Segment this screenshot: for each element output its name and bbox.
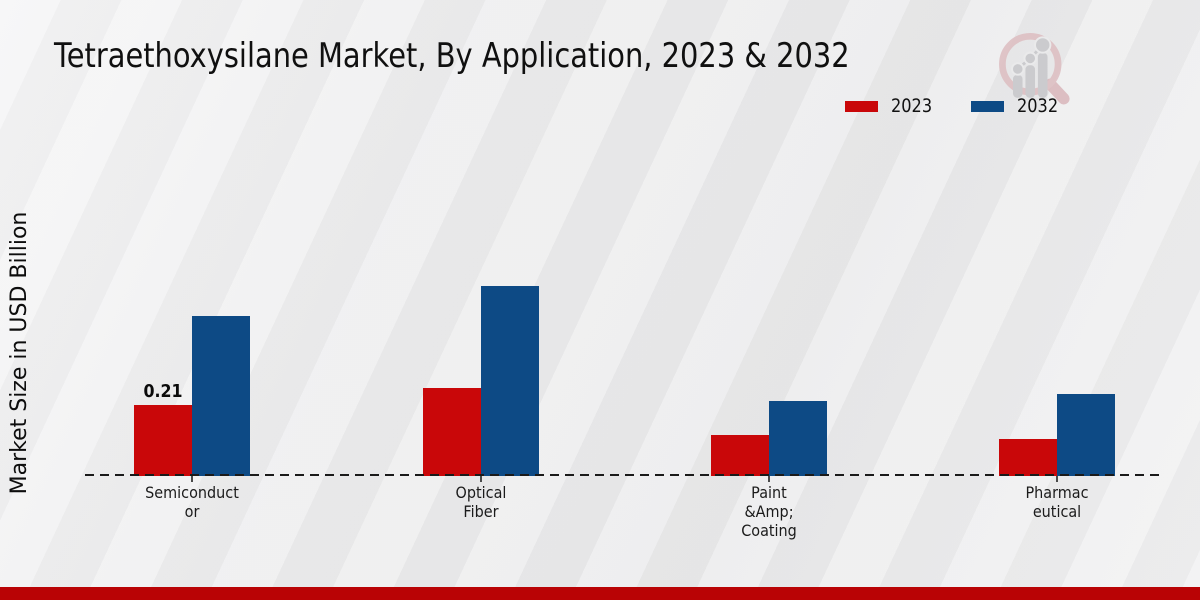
legend-item-2032: 2032 xyxy=(971,95,1065,117)
bar-2032-semiconductor xyxy=(192,316,250,476)
legend-label: 2023 xyxy=(891,95,933,117)
bar-2023-optical-fiber xyxy=(423,388,481,476)
bar-value-label: 0.21 xyxy=(143,381,183,402)
category-label-semiconductor: Semiconduct or xyxy=(111,483,273,521)
footer-accent-bar xyxy=(0,587,1200,600)
x-axis-dashed-baseline xyxy=(85,474,1165,476)
bar-2032-pharmaceutical xyxy=(1057,394,1115,476)
x-axis-tick xyxy=(1056,476,1058,482)
category-label-line: or xyxy=(184,502,200,521)
logo-bar-medium xyxy=(1025,65,1036,98)
bar-2023-paint-amp-coating xyxy=(711,435,769,476)
x-axis-tick xyxy=(480,476,482,482)
category-label-pharmaceutical: Pharmac eutical xyxy=(976,483,1138,521)
logo-dot-3 xyxy=(1034,36,1052,54)
magnifying-glass-growth-logo xyxy=(999,32,1070,105)
category-label-paint-amp-coating: Paint &Amp; Coating xyxy=(688,483,850,540)
legend-label: 2032 xyxy=(1017,95,1059,117)
category-label-line: Fiber xyxy=(463,502,499,521)
chart-title: Tetraethoxysilane Market, By Application… xyxy=(54,36,850,76)
category-label-optical-fiber: Optical Fiber xyxy=(400,483,562,521)
legend-swatch xyxy=(845,100,878,112)
category-label-line: eutical xyxy=(1032,502,1082,521)
logo-bar-large xyxy=(1037,52,1048,98)
logo-bar-small xyxy=(1012,74,1023,98)
legend-swatch xyxy=(971,100,1005,112)
category-label-line: Pharmac xyxy=(1025,483,1089,502)
category-label-line: Paint xyxy=(751,483,787,502)
x-axis-tick xyxy=(191,476,193,482)
category-label-line: Semiconduct xyxy=(145,483,239,502)
bar-2023-semiconductor xyxy=(134,405,192,476)
category-label-line: &Amp; xyxy=(744,502,794,521)
category-label-line: Optical xyxy=(455,483,507,502)
bar-2023-pharmaceutical xyxy=(999,439,1057,476)
bar-2032-optical-fiber xyxy=(481,286,539,476)
x-axis-tick xyxy=(768,476,770,482)
legend: 2023 2032 xyxy=(845,95,1066,117)
legend-item-2023: 2023 xyxy=(845,95,939,117)
logo-dot-2 xyxy=(1023,51,1037,66)
category-label-line: Coating xyxy=(741,521,797,540)
bar-2032-paint-amp-coating xyxy=(769,401,827,476)
logo-dot-1 xyxy=(1011,62,1025,76)
magnifier-handle xyxy=(1044,78,1070,105)
